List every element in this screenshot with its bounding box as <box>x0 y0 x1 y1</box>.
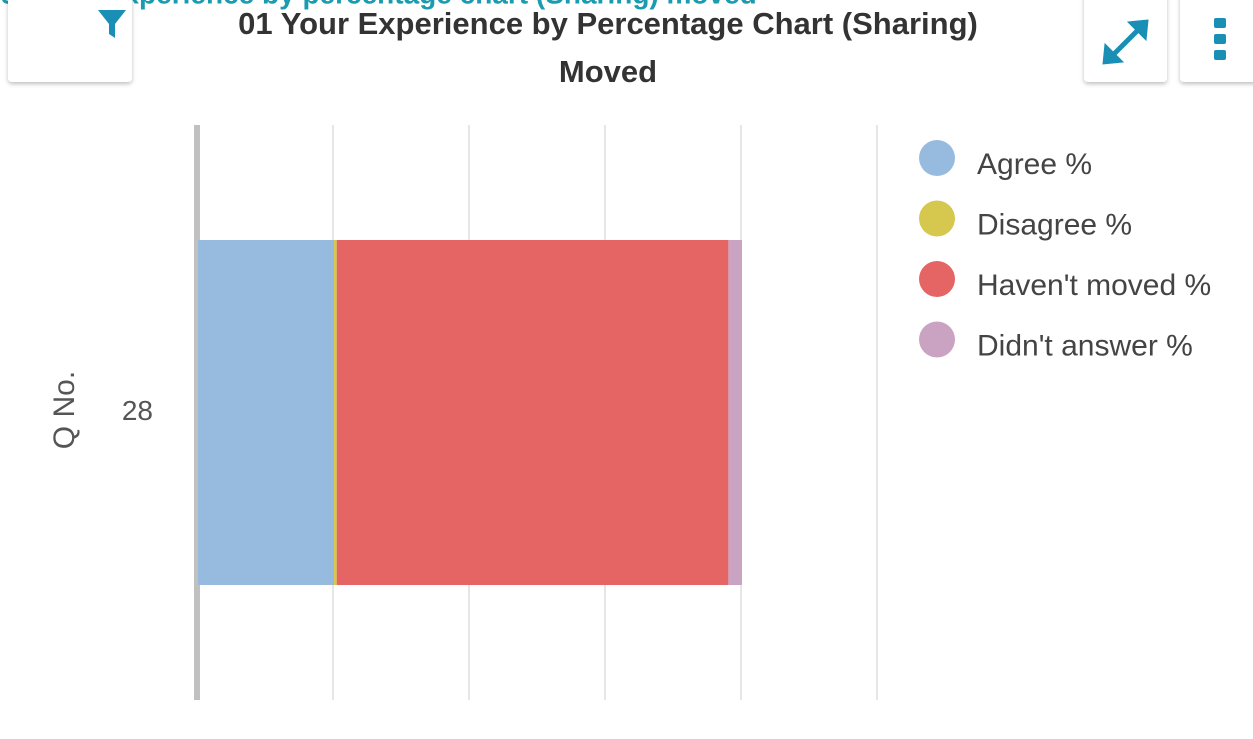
header-title: 01 Your experience by percentage chart (… <box>0 0 757 9</box>
expand-icon <box>1102 19 1149 65</box>
legend-label: Haven't moved % <box>977 269 1211 302</box>
legend-label: Disagree % <box>977 208 1132 241</box>
legend-marker <box>919 140 955 176</box>
filter-icon <box>98 10 126 38</box>
legend-marker <box>919 261 955 297</box>
legend-label: Didn't answer % <box>977 329 1193 362</box>
legend-marker <box>919 200 955 237</box>
bar-segment <box>728 240 742 585</box>
bar-segment <box>198 240 334 585</box>
bar-segment <box>336 240 729 585</box>
chart-title: Moved <box>559 54 657 89</box>
filter-button[interactable] <box>8 0 132 82</box>
y-tick-label: 28 <box>122 395 153 426</box>
bar-segment <box>334 240 337 585</box>
chart-title: 01 Your Experience by Percentage Chart (… <box>238 6 978 41</box>
y-axis-label: Q No. <box>48 371 81 449</box>
legend-marker <box>919 321 955 358</box>
legend-label: Agree % <box>977 148 1092 181</box>
menu-icon <box>1214 18 1226 60</box>
